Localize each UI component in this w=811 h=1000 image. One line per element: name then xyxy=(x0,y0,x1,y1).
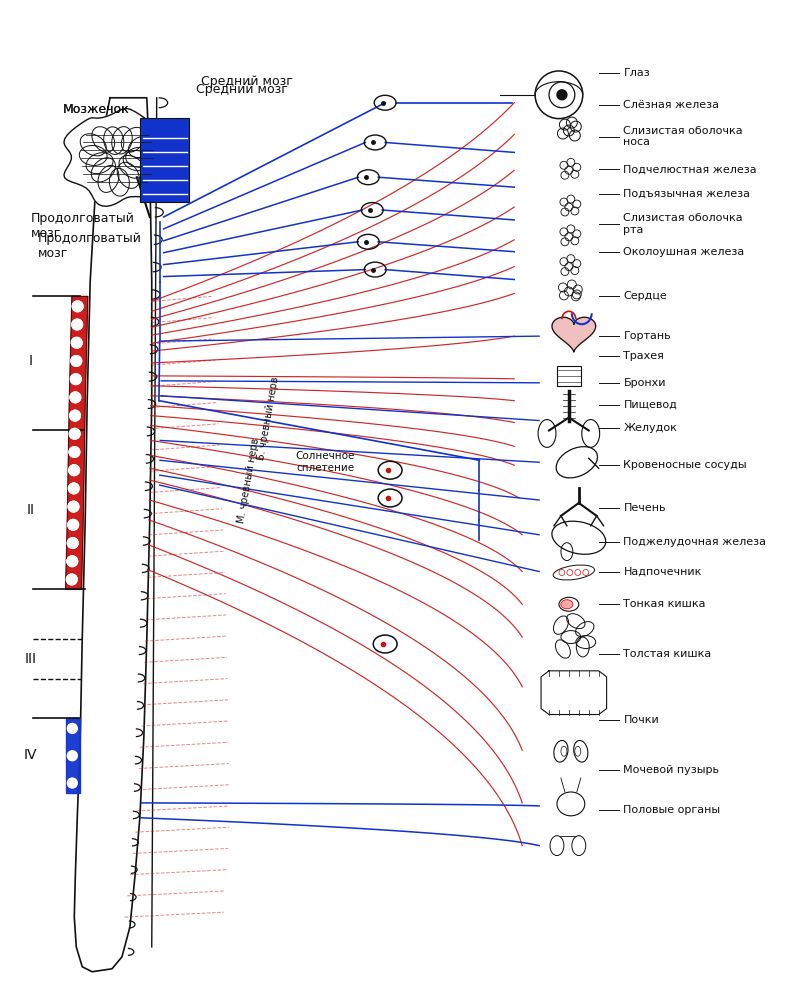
Text: Пищевод: Пищевод xyxy=(624,400,677,410)
Text: Трахея: Трахея xyxy=(624,351,664,361)
Polygon shape xyxy=(64,108,175,206)
Circle shape xyxy=(71,355,82,366)
Circle shape xyxy=(67,778,77,788)
Polygon shape xyxy=(552,317,596,352)
Bar xyxy=(557,366,581,386)
Polygon shape xyxy=(75,98,152,972)
Circle shape xyxy=(67,538,78,548)
Circle shape xyxy=(71,319,83,330)
Text: Слёзная железа: Слёзная железа xyxy=(624,100,719,110)
Text: Слизистая оболочка
носа: Слизистая оболочка носа xyxy=(624,126,743,147)
Text: Поджелудочная железа: Поджелудочная железа xyxy=(624,537,766,547)
Text: Половые органы: Половые органы xyxy=(624,805,721,815)
Text: Почки: Почки xyxy=(624,715,659,725)
Circle shape xyxy=(69,447,80,457)
Text: I: I xyxy=(28,354,32,368)
Polygon shape xyxy=(67,718,80,793)
Text: Продолговатый
мозг: Продолговатый мозг xyxy=(31,212,135,240)
Text: Подчелюстная железа: Подчелюстная железа xyxy=(624,164,757,174)
Text: Подъязычная железа: Подъязычная железа xyxy=(624,189,750,199)
Circle shape xyxy=(67,723,77,733)
Text: Мозжечок: Мозжечок xyxy=(62,103,129,116)
Text: Гортань: Гортань xyxy=(624,331,672,341)
Text: Надпочечник: Надпочечник xyxy=(624,567,702,577)
Circle shape xyxy=(69,465,79,476)
Text: Слизистая оболочка
рта: Слизистая оболочка рта xyxy=(624,213,743,235)
Text: Солнечное
сплетение: Солнечное сплетение xyxy=(296,451,355,473)
Circle shape xyxy=(70,410,80,421)
Text: Средний мозг: Средний мозг xyxy=(201,75,294,88)
Circle shape xyxy=(69,428,80,439)
Text: Тонкая кишка: Тонкая кишка xyxy=(624,599,706,609)
Bar xyxy=(139,118,190,202)
Text: Мочевой пузырь: Мочевой пузырь xyxy=(624,765,719,775)
Text: М. чревный нерв: М. чревный нерв xyxy=(236,437,261,524)
Text: Бронхи: Бронхи xyxy=(624,378,666,388)
Text: Продолговатый
мозг: Продолговатый мозг xyxy=(37,232,141,260)
Text: II: II xyxy=(27,503,35,517)
Circle shape xyxy=(71,374,81,385)
Circle shape xyxy=(70,392,81,403)
Text: Б. чревный нерв: Б. чревный нерв xyxy=(256,376,281,461)
Polygon shape xyxy=(541,671,607,715)
Text: Средний мозг: Средний мозг xyxy=(196,83,289,96)
Circle shape xyxy=(67,556,78,567)
Text: III: III xyxy=(24,652,36,666)
Ellipse shape xyxy=(561,600,573,609)
Text: Сердце: Сердце xyxy=(624,291,667,301)
Text: Кровеносные сосуды: Кровеносные сосуды xyxy=(624,460,747,470)
Text: Желудок: Желудок xyxy=(624,423,677,433)
Text: Печень: Печень xyxy=(624,503,666,513)
Circle shape xyxy=(557,90,567,100)
Circle shape xyxy=(68,501,79,512)
Circle shape xyxy=(67,751,77,761)
Text: Глаз: Глаз xyxy=(624,68,650,78)
Circle shape xyxy=(67,519,79,530)
Circle shape xyxy=(72,301,83,312)
Text: Толстая кишка: Толстая кишка xyxy=(624,649,712,659)
Circle shape xyxy=(67,574,77,585)
Circle shape xyxy=(71,337,82,348)
Circle shape xyxy=(68,483,79,494)
Text: IV: IV xyxy=(24,748,37,762)
Polygon shape xyxy=(66,296,88,589)
Text: Мозжечок: Мозжечок xyxy=(62,103,129,116)
Text: Околоушная железа: Околоушная железа xyxy=(624,247,744,257)
